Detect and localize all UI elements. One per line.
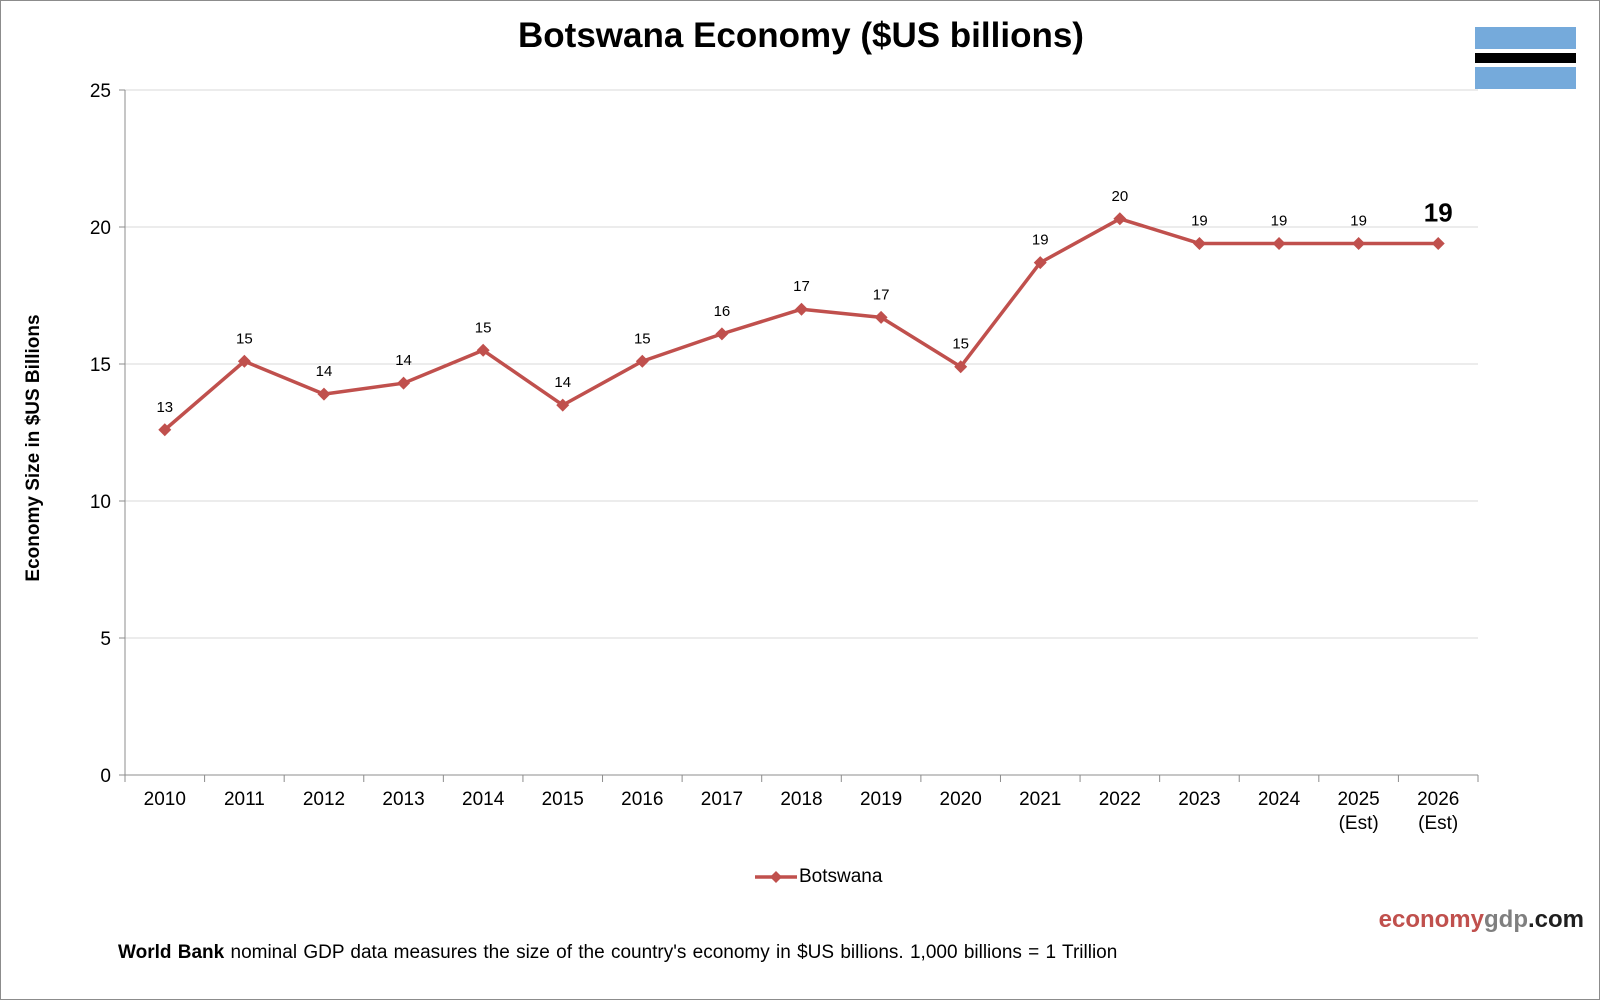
data-label: 16 [714,303,731,320]
x-tick-label: 2019 [860,789,902,810]
y-tick-label: 5 [100,629,111,650]
data-label: 15 [634,330,651,347]
data-label: 20 [1112,188,1129,205]
footnote-source: World Bank [118,942,225,963]
legend-line-marker-icon [755,871,797,883]
brand-part-2: gdp [1484,906,1528,933]
legend-label: Botswana [799,866,883,887]
footnote-text: nominal GDP data measures the size of th… [224,942,1118,963]
data-label: 13 [156,399,173,416]
data-point [476,343,490,357]
x-tick-label: 2022 [1099,789,1141,810]
botswana-flag-icon [1475,27,1576,89]
data-point [795,302,808,316]
x-tick-label: 2016 [621,789,663,810]
x-tick-label: 2021 [1019,789,1061,810]
data-point [635,354,649,368]
data-label: 14 [554,374,571,391]
data-point [1431,236,1445,250]
x-tick-label: 2014 [462,789,505,810]
data-point [874,310,888,324]
data-point [954,360,968,374]
x-tick-label: 2010 [144,789,186,810]
brand-part-1: economy [1378,906,1484,933]
data-point [1192,236,1206,250]
x-tick-label: 2011 [224,789,265,810]
y-tick-label: 15 [90,355,111,376]
data-label: 14 [395,352,412,369]
data-label: 15 [236,330,253,347]
data-point [317,387,331,401]
x-tick-label: 2020 [940,789,982,810]
data-point [1352,236,1366,250]
x-tick-label: (Est) [1339,813,1379,834]
data-point [1033,256,1047,270]
x-tick-label: 2024 [1258,789,1301,810]
data-point [158,423,172,437]
x-tick-label: 2018 [780,789,822,810]
data-label: 19 [1271,212,1288,229]
brand-part-3: .com [1527,906,1584,933]
y-tick-label: 25 [90,81,111,102]
data-point [397,376,411,390]
data-label: 17 [793,278,810,295]
x-tick-label: 2012 [303,789,345,810]
x-tick-label: 2017 [701,789,743,810]
data-label: 19 [1191,212,1208,229]
data-label: 15 [952,336,969,353]
footnote: World Bank nominal GDP data measures the… [118,942,1117,964]
brand-logo: economygdp.com [1379,906,1584,934]
data-point [237,354,251,368]
data-point [1113,212,1127,226]
data-point [1272,236,1286,250]
x-tick-label: 2023 [1178,789,1220,810]
data-label: 17 [873,286,890,303]
data-point [715,327,729,341]
x-tick-label: 2015 [542,789,584,810]
data-label: 19 [1032,232,1049,249]
data-label: 14 [316,363,333,380]
y-tick-label: 0 [100,766,111,787]
y-tick-label: 20 [90,218,111,239]
x-tick-label: 2013 [382,789,424,810]
data-label: 19 [1350,212,1367,229]
x-tick-label: 2025 [1337,789,1379,810]
data-label: 15 [475,319,492,336]
y-tick-label: 10 [90,492,111,513]
x-tick-label: (Est) [1418,813,1458,834]
series-line [163,217,1439,432]
data-point [556,398,570,412]
chart-title: Botswana Economy ($US billions) [518,16,1084,55]
data-label: 19 [1424,197,1453,227]
legend: Botswana [755,866,882,888]
x-tick-label: 2026 [1417,789,1459,810]
